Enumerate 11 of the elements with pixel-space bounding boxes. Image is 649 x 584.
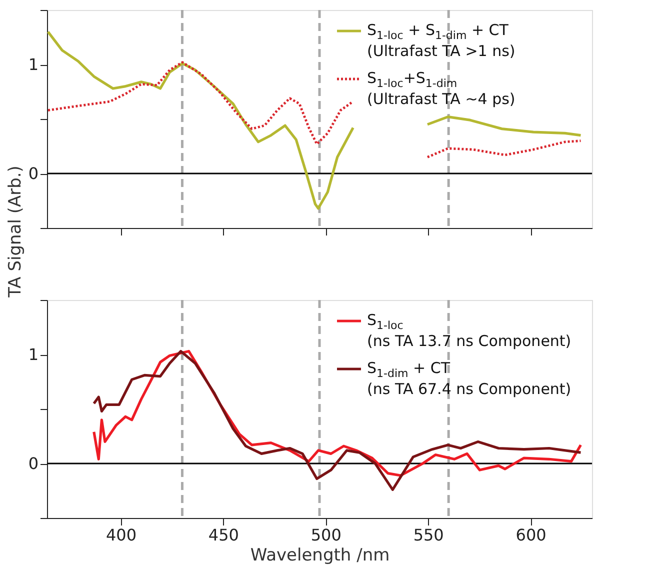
y-tick-label: 0 [28,164,38,183]
x-tick-label: 600 [516,526,546,544]
y-tick-label: 0 [28,454,38,473]
x-tick-label: 500 [310,526,342,544]
x-tick-label: 450 [208,526,239,544]
y-axis-title: TA Signal (Arb.) [5,166,26,298]
y-tick-label: 1 [28,345,38,364]
x-tick-label: 400 [106,526,137,544]
x-axis-title: Wavelength /nm [250,546,390,566]
y-tick-label: 1 [28,55,38,74]
x-tick-label: 550 [413,526,444,544]
